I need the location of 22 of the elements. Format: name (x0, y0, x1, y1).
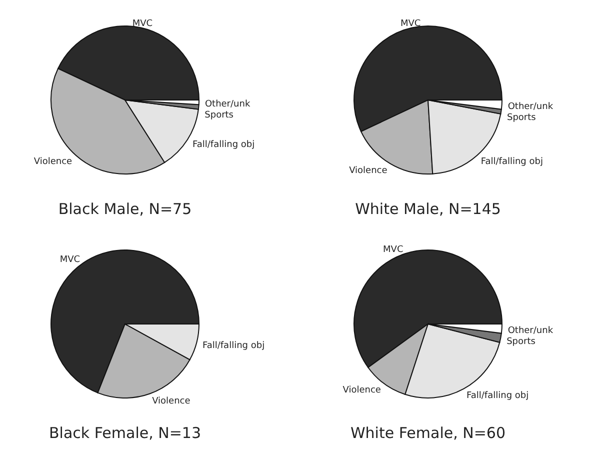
slice-label: Other/unk (508, 326, 554, 336)
slice-label: MVC (132, 18, 153, 29)
slice-label: Violence (152, 396, 191, 406)
slice-label: MVC (400, 18, 421, 29)
text: White Female, N=60 (350, 424, 506, 442)
slice-label: MVC (60, 254, 80, 265)
slice-label: Other/unk (508, 102, 554, 112)
slice-label: Fall/falling obj (466, 391, 529, 402)
text: Black Female, N=13 (49, 424, 201, 442)
slice-label: Sports (507, 113, 536, 124)
slice-label: Violence (34, 157, 73, 168)
slice-label: Fall/falling obj (202, 340, 265, 351)
slice-label: Fall/falling obj (192, 140, 255, 150)
slice-label: Other/unk (204, 100, 251, 110)
slice-label: Sports (204, 110, 234, 121)
text: Black Male, N=75 (58, 200, 192, 218)
slice-label: MVC (383, 244, 404, 255)
slice-label: Violence (349, 166, 388, 176)
slice-label: Sports (506, 337, 536, 348)
slice-label: Fall/falling obj (480, 157, 543, 168)
text: White Male, N=145 (355, 200, 501, 218)
slice-label: Violence (342, 386, 382, 396)
